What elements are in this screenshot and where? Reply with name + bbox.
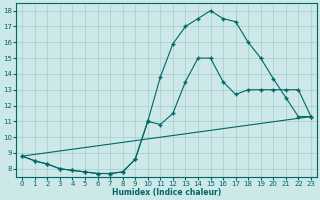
X-axis label: Humidex (Indice chaleur): Humidex (Indice chaleur): [112, 188, 221, 197]
